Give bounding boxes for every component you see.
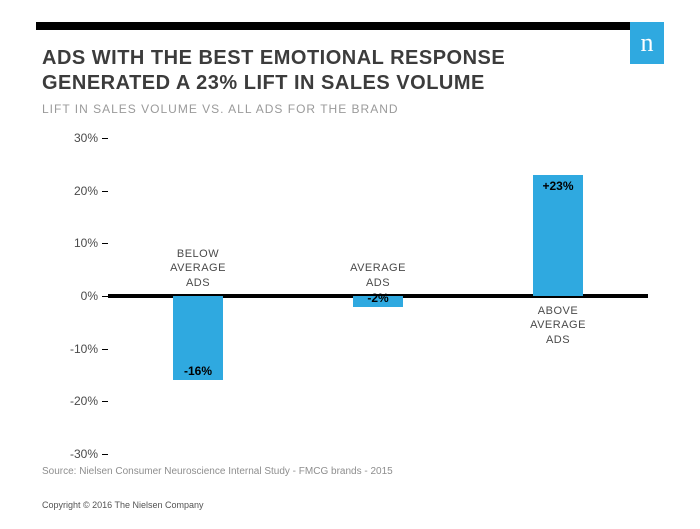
y-tick-mark — [102, 191, 108, 192]
y-tick-mark — [102, 138, 108, 139]
bar-value-label: -16% — [158, 364, 238, 378]
y-tick-mark — [102, 401, 108, 402]
page-title: ADS WITH THE BEST EMOTIONAL RESPONSE GEN… — [42, 46, 602, 96]
page: n ADS WITH THE BEST EMOTIONAL RESPONSE G… — [0, 0, 700, 529]
category-label: AVERAGE ADS — [318, 261, 438, 290]
header-rule — [36, 22, 664, 30]
bar — [533, 175, 583, 296]
nielsen-logo-letter: n — [641, 28, 654, 58]
y-tick-mark — [102, 243, 108, 244]
source-text: Source: Nielsen Consumer Neuroscience In… — [42, 466, 393, 477]
category-label: ABOVE AVERAGE ADS — [498, 304, 618, 347]
y-tick-label: -10% — [42, 342, 98, 356]
bar-chart: -30%-20%-10%0%10%20%30%-16%BELOW AVERAGE… — [42, 138, 658, 454]
y-tick-label: 0% — [42, 289, 98, 303]
category-label: BELOW AVERAGE ADS — [138, 247, 258, 290]
bar-value-label: -2% — [338, 291, 418, 305]
nielsen-logo: n — [630, 22, 664, 64]
y-tick-mark — [102, 349, 108, 350]
y-tick-label: 20% — [42, 184, 98, 198]
page-subtitle: LIFT IN SALES VOLUME VS. ALL ADS FOR THE… — [42, 102, 399, 116]
y-tick-label: -20% — [42, 394, 98, 408]
y-tick-label: 30% — [42, 131, 98, 145]
bar-value-label: +23% — [518, 179, 598, 193]
copyright-text: Copyright © 2016 The Nielsen Company — [42, 500, 204, 510]
y-tick-label: -30% — [42, 447, 98, 461]
y-tick-label: 10% — [42, 236, 98, 250]
y-tick-mark — [102, 454, 108, 455]
